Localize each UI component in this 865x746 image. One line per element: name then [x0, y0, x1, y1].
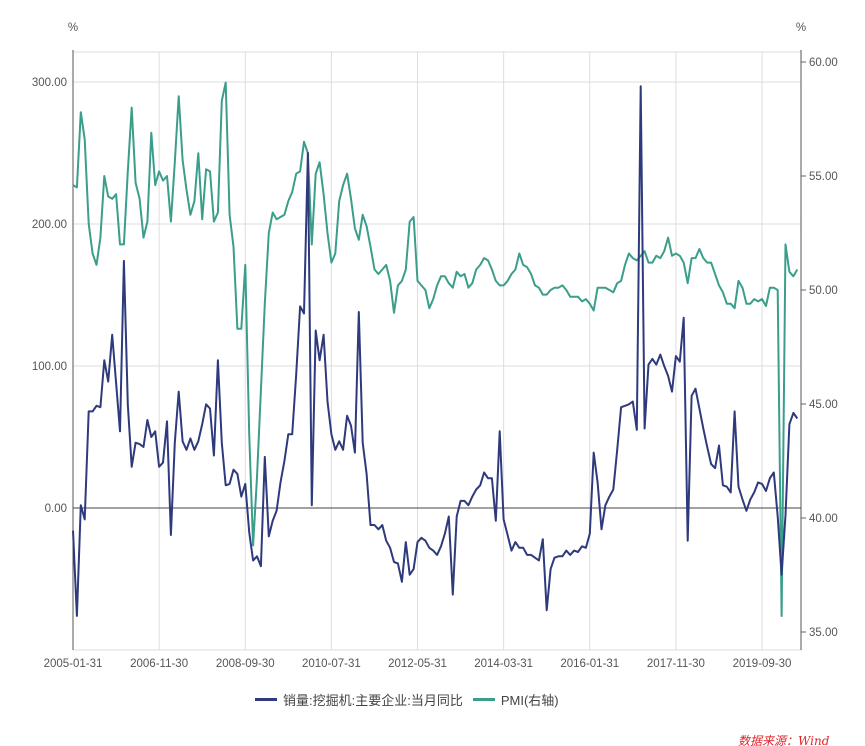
x-tick-label: 2008-09-30: [216, 658, 275, 670]
legend-item-excavator[interactable]: 销量:挖掘机:主要企业:当月同比: [255, 690, 463, 709]
legend-label-pmi: PMI(右轴): [500, 693, 559, 708]
axes: [72, 50, 806, 650]
x-tick-label: 2019-09-30: [733, 658, 792, 670]
x-tick-label: 2016-01-31: [560, 658, 619, 670]
right-tick-label: 40.00: [809, 513, 838, 525]
right-tick-label: 55.00: [809, 171, 838, 183]
data-source-note: 数据来源：Wind: [738, 734, 830, 746]
x-tick-label: 2012-05-31: [388, 658, 447, 670]
left-tick-label: 300.00: [32, 77, 67, 89]
right-tick-label: 50.00: [809, 285, 838, 297]
x-tick-label: 2006-11-30: [130, 658, 188, 670]
right-tick-label: 35.00: [809, 627, 838, 639]
legend-item-pmi[interactable]: PMI(右轴): [472, 690, 559, 709]
x-tick-label: 2014-03-31: [474, 658, 533, 670]
left-tick-label: 200.00: [32, 219, 67, 231]
left-tick-label: 0.00: [45, 503, 67, 515]
legend-swatch-excavator: [255, 698, 277, 701]
x-tick-label: 2017-11-30: [647, 658, 705, 670]
grid: [73, 51, 801, 651]
x-tick-label: 2005-01-31: [44, 658, 103, 670]
series-line-pmi: [72, 81, 799, 617]
series-lines: [72, 81, 799, 617]
left-tick-label: 100.00: [32, 361, 67, 373]
legend-label-excavator: 销量:挖掘机:主要企业:当月同比: [283, 693, 463, 708]
right-tick-label: 60.00: [809, 57, 838, 69]
x-tick-label: 2010-07-31: [302, 658, 361, 670]
right-axis-unit: %: [796, 22, 806, 34]
left-axis-unit: %: [68, 22, 78, 34]
tick-labels: 300.00 200.00 100.00 0.00 60.00 55.00 50.00 45.…: [32, 22, 838, 670]
series-line-excavator-sales-yoy: [72, 85, 799, 617]
legend-swatch-pmi: [472, 698, 495, 701]
legend: 销量:挖掘机:主要企业:当月同比 PMI(右轴): [255, 690, 569, 709]
right-tick-label: 45.00: [809, 399, 838, 411]
